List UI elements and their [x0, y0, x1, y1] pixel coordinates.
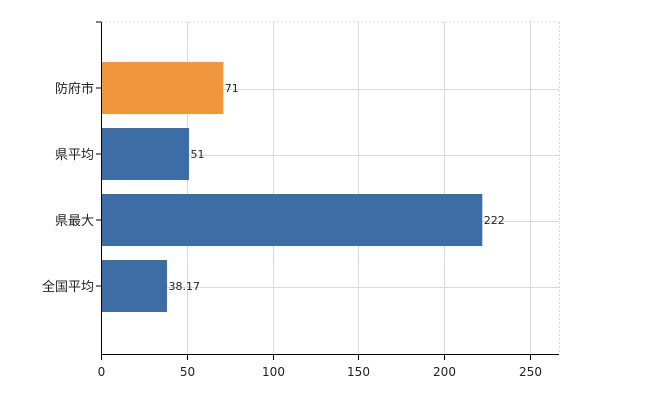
- value-label-1: 51: [190, 148, 204, 161]
- x-tick-label-5: 250: [519, 365, 542, 379]
- bar-2: [101, 194, 483, 246]
- value-label-0: 71: [225, 82, 239, 95]
- category-label-1: 県平均: [55, 148, 94, 163]
- x-tick-label-4: 200: [433, 365, 456, 379]
- x-tick-label-2: 100: [262, 365, 285, 379]
- category-label-0: 防府市: [55, 81, 94, 97]
- category-label-2: 県最大: [55, 214, 94, 229]
- x-tick-label-3: 150: [347, 365, 370, 379]
- x-tick-label-1: 50: [180, 365, 195, 379]
- bar-3: [101, 260, 167, 312]
- bars-layer: [101, 62, 483, 312]
- value-label-2: 222: [484, 214, 505, 227]
- category-label-3: 全国平均: [42, 279, 94, 295]
- bar-1: [101, 128, 189, 180]
- value-label-3: 38.17: [168, 280, 200, 293]
- x-tick-label-0: 0: [98, 365, 106, 379]
- bar-0: [101, 62, 224, 114]
- axis-layer: [96, 21, 559, 360]
